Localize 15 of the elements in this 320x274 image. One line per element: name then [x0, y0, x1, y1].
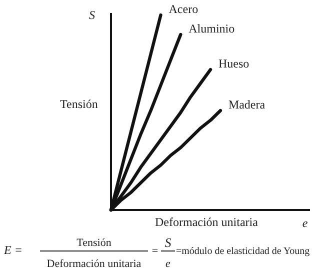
text: S [89, 8, 95, 22]
text: E = [3, 243, 22, 257]
text: Tensión [76, 237, 112, 249]
text: S [164, 235, 172, 250]
y-axis-title: Tensión [60, 97, 98, 111]
text: =módulo de elasticidad de Young [176, 246, 310, 257]
series-label: Hueso [218, 56, 250, 71]
text: e [302, 216, 308, 230]
series-label: Acero [168, 2, 198, 16]
text: = [152, 245, 158, 257]
text: Deformación unitaria [46, 258, 142, 270]
x-axis-title: Deformación unitaria [155, 215, 259, 229]
series-label: Madera [228, 98, 266, 112]
series-label: Aluminio [188, 22, 235, 36]
text: e [166, 258, 171, 270]
